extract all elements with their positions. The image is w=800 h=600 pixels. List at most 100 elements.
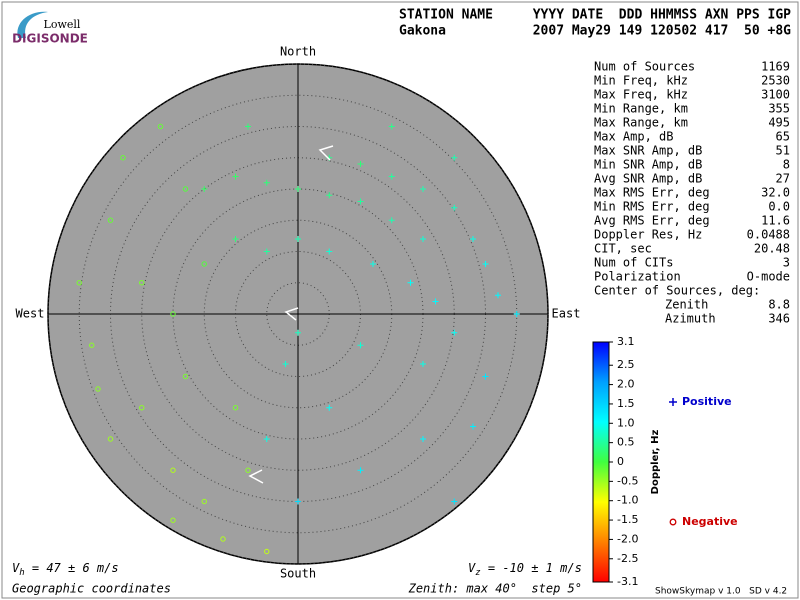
source-positive: [420, 361, 426, 367]
source-negative: [245, 467, 251, 473]
source-negative: [182, 186, 189, 192]
source-positive: [482, 373, 489, 380]
direction-label: West: [16, 307, 45, 321]
colorbar-tick-label: -1.0: [617, 494, 638, 507]
stat-label: Max Amp, dB: [594, 130, 673, 144]
source-positive: [451, 154, 458, 161]
legend-marker: [669, 518, 677, 526]
header-label: YYYY DATE DDD HHMMSS AXN PPS IGP: [533, 8, 791, 23]
stat-value: 3: [783, 256, 790, 270]
center-label: Zenith: [665, 298, 708, 312]
center-value: 346: [768, 312, 790, 326]
source-positive: [326, 248, 333, 255]
stat-label: Avg SNR Amp, dB: [594, 172, 702, 186]
source-negative: [220, 536, 226, 542]
source-positive: [232, 173, 239, 180]
source-positive: [420, 236, 426, 242]
source-positive: [407, 279, 414, 286]
source-positive: [326, 192, 333, 199]
vz-value: = -10 ± 1 m/s: [481, 561, 582, 575]
vh-symbol: V: [12, 561, 20, 575]
source-negative: [157, 123, 164, 130]
colorbar-tick-label: -0.5: [617, 474, 638, 487]
logo-swoosh: [17, 11, 48, 38]
colorbar-tick-label: 3.1: [617, 335, 635, 348]
vz-sub: z: [475, 568, 480, 578]
velocity-marker: [284, 307, 299, 321]
header-value: Gakona: [399, 24, 446, 39]
source-positive: [432, 298, 439, 305]
colorbar-tick-label: 1.0: [617, 416, 635, 429]
source-positive: [470, 236, 476, 242]
stat-value: 355: [768, 102, 790, 116]
source-positive: [232, 236, 239, 242]
version-note: ShowSkymap v 1.0 SD v 4.2: [655, 587, 787, 597]
stat-label: Doppler Res, Hz: [594, 228, 702, 242]
stat-label: Min Range, km: [594, 102, 688, 116]
colorbar-tick-label: 0.5: [617, 436, 635, 449]
stat-label: Num of CITs: [594, 256, 673, 270]
velocity-marker: [318, 145, 334, 161]
source-positive: [482, 261, 489, 267]
colorbar-tick-label: -3.1: [617, 575, 638, 588]
colorbar-tick-label: 1.5: [617, 397, 635, 410]
source-negative: [264, 548, 270, 555]
source-positive: [513, 311, 520, 317]
logo-top: Lowell: [44, 18, 81, 31]
source-negative: [182, 373, 189, 380]
source-positive: [495, 292, 501, 299]
source-negative: [107, 217, 114, 223]
stat-label: Min Freq, kHz: [594, 74, 688, 88]
stat-label: Max Range, km: [594, 116, 688, 130]
colorbar-label: Doppler, Hz: [650, 430, 661, 495]
direction-label: South: [280, 567, 316, 581]
colorbar-tick-label: -1.5: [617, 513, 638, 526]
source-positive: [388, 173, 395, 180]
source-positive: [451, 329, 458, 336]
source-negative: [232, 405, 239, 411]
source-positive: [326, 404, 333, 411]
source-positive: [451, 498, 458, 505]
direction-label: North: [280, 45, 316, 59]
source-positive: [357, 198, 364, 205]
stat-value: 8: [783, 158, 790, 172]
source-positive: [263, 436, 270, 442]
stat-value: 11.6: [761, 214, 790, 228]
source-negative: [201, 261, 207, 267]
stat-label: Min SNR Amp, dB: [594, 158, 702, 172]
source-negative: [170, 517, 176, 523]
center-label: Azimuth: [665, 312, 716, 326]
zenith-note: Zenith: max 40° step 5°: [408, 582, 582, 596]
legend-label: Negative: [682, 515, 738, 528]
stat-value: 20.48: [754, 242, 790, 256]
source-positive: [295, 329, 301, 336]
stat-label: Num of Sources: [594, 60, 695, 74]
source-positive: [357, 467, 364, 474]
source-negative: [76, 280, 82, 286]
source-positive: [295, 186, 301, 192]
stat-label: Max SNR Amp, dB: [594, 144, 702, 158]
stat-value: 65: [776, 130, 790, 144]
stat-label: Polarization: [594, 270, 681, 284]
center-title: Center of Sources, deg:: [594, 284, 760, 298]
vh-sub: h: [19, 568, 24, 578]
colorbar-tick-label: 2.0: [617, 378, 635, 391]
source-positive: [357, 342, 364, 349]
source-positive: [388, 123, 395, 130]
coords-note: Geographic coordinates: [12, 582, 171, 596]
colorbar-tick-label: 2.5: [617, 358, 635, 371]
source-positive: [370, 261, 376, 267]
colorbar: [592, 341, 610, 583]
source-negative: [107, 436, 114, 442]
source-negative: [120, 155, 126, 161]
source-negative: [95, 386, 101, 392]
stat-value: 32.0: [761, 186, 790, 200]
source-positive: [420, 436, 426, 442]
source-positive: [388, 217, 395, 224]
vh-value: = 47 ± 6 m/s: [25, 561, 119, 575]
stat-value: 0.0: [768, 200, 790, 214]
logo-bottom: DIGISONDE: [12, 32, 88, 46]
source-positive: [282, 361, 289, 367]
stat-value: 495: [768, 116, 790, 130]
